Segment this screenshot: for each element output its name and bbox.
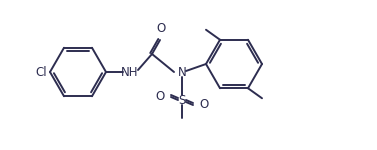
- Text: O: O: [156, 22, 166, 35]
- Text: N: N: [178, 66, 186, 78]
- Text: S: S: [178, 93, 186, 106]
- Text: O: O: [156, 90, 165, 102]
- Text: O: O: [199, 98, 208, 111]
- Text: NH: NH: [121, 66, 139, 78]
- Text: Cl: Cl: [35, 66, 47, 78]
